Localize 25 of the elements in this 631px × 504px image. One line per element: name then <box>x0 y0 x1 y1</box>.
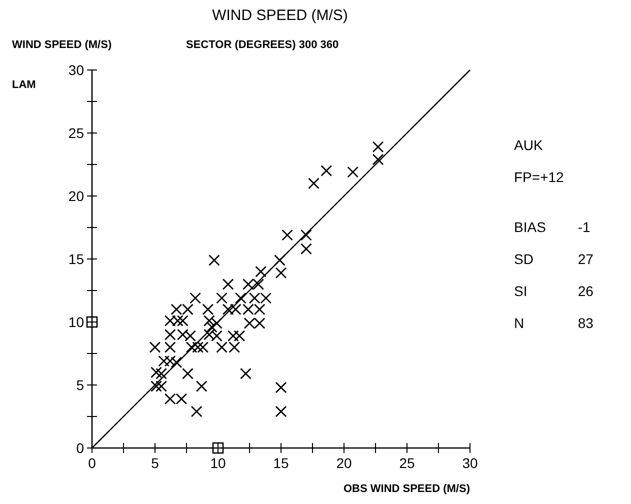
text: LAM <box>12 79 36 91</box>
y-tick-label: 20 <box>68 188 84 204</box>
text: FP=+12 <box>514 169 564 185</box>
y-tick-label: 30 <box>68 62 84 78</box>
x-tick-label: 0 <box>88 455 96 471</box>
text: SD 27 <box>514 251 594 267</box>
text: BIAS -1 <box>514 219 590 235</box>
y-tick-label: 0 <box>76 440 84 456</box>
x-tick-label: 5 <box>151 455 160 471</box>
x-axis-title: OBS WIND SPEED (M/S) <box>343 483 470 495</box>
text: AUK <box>514 137 544 153</box>
x-tick-label: 30 <box>462 455 478 471</box>
chart-subtitle: SECTOR (DEGREES) 300 360 <box>186 39 339 51</box>
y-tick-label: 10 <box>68 314 84 330</box>
x-tick-label: 25 <box>399 455 415 471</box>
text: SI 26 <box>514 283 594 299</box>
y-tick-label: 5 <box>76 377 84 393</box>
x-tick-label: 20 <box>336 455 352 471</box>
x-tick-label: 15 <box>273 455 289 471</box>
text: N 83 <box>514 315 594 331</box>
chart-title: WIND SPEED (M/S) <box>212 7 348 24</box>
y-axis-title: WIND SPEED (M/S) <box>12 39 112 51</box>
x-tick-label: 10 <box>210 455 226 471</box>
y-tick-label: 15 <box>68 251 84 267</box>
y-tick-label: 25 <box>68 125 84 141</box>
